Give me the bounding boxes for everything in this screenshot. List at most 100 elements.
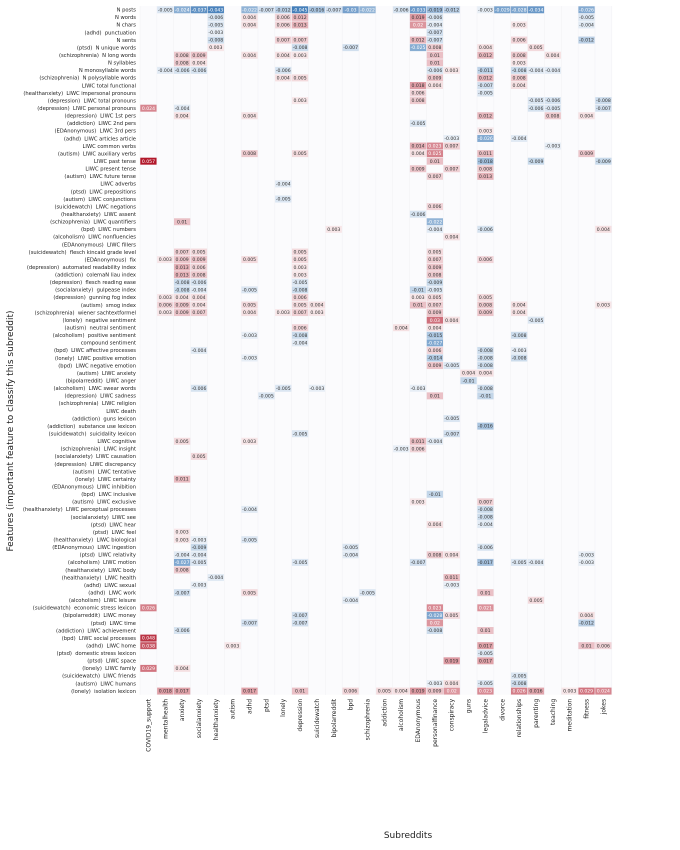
heatmap-cell	[544, 97, 561, 105]
heatmap-cell	[527, 97, 545, 105]
heatmap-cell	[409, 44, 427, 52]
heatmap-cell	[190, 51, 208, 59]
heatmap-cell	[477, 422, 494, 430]
heatmap-cell	[409, 150, 427, 158]
cell-value-label: 0.003	[411, 295, 424, 301]
cell-value-label: 0.004	[176, 295, 189, 301]
row-label: (bipolarreddit) LIWC money	[63, 613, 136, 619]
row-label: (depression) LIWC 1st pers	[65, 114, 137, 120]
column-label: ptsd	[263, 699, 270, 712]
column-label: COVID19_support	[145, 698, 152, 752]
cell-value-label: 0.017	[176, 689, 189, 695]
cell-value-label: 0.02	[430, 621, 440, 627]
cell-value-label: -0.004	[343, 552, 358, 558]
heatmap-cell	[426, 687, 443, 695]
cell-value-label: 0.005	[243, 257, 256, 263]
cell-value-label: 0.009	[176, 257, 189, 263]
row-label: (autism) LIWC future tense	[64, 174, 136, 180]
column-label: guns	[466, 699, 473, 714]
heatmap-cell	[443, 142, 460, 150]
heatmap-cell	[258, 6, 275, 14]
heatmap-cell	[174, 51, 191, 59]
cell-value-label: -0.004	[545, 68, 560, 74]
heatmap-cell	[527, 687, 545, 695]
column-label: relationships	[516, 699, 523, 737]
heatmap-cell	[578, 6, 595, 14]
cell-value-label: -0.004	[427, 227, 442, 233]
row-label: (adhd) LIWC sexual	[84, 583, 136, 589]
cell-value-label: -0.008	[478, 348, 493, 354]
cell-value-label: 0.01	[480, 590, 490, 596]
heatmap-cell	[291, 51, 309, 59]
cell-value-label: 0.017	[479, 658, 492, 664]
heatmap-cell	[477, 74, 494, 82]
cell-value-label: 0.003	[327, 227, 340, 233]
heatmap-cell	[426, 13, 443, 21]
row-label: (schizophrenia) N long words	[59, 53, 136, 59]
heatmap-cell	[527, 104, 545, 112]
heatmap-cell	[477, 256, 494, 264]
heatmap-cell	[174, 528, 191, 536]
row-label: (ptsd) LIWC space	[87, 659, 136, 665]
cell-value-label: -0.009	[596, 159, 611, 165]
heatmap-cell	[578, 619, 595, 627]
cell-value-label: -0.005	[276, 386, 291, 392]
cell-value-label: 0.012	[411, 38, 424, 44]
heatmap-cell	[426, 82, 443, 89]
heatmap-cell	[511, 66, 528, 74]
heatmap-cell	[291, 21, 309, 29]
heatmap-cell	[426, 157, 443, 165]
cell-value-label: 0.009	[479, 310, 492, 316]
cell-value-label: -0.005	[444, 416, 459, 422]
heatmap-cell	[443, 430, 460, 438]
heatmap-cell	[409, 558, 427, 566]
heatmap-cell	[544, 66, 561, 74]
cell-value-label: -0.004	[192, 552, 207, 558]
heatmap-cell	[578, 36, 595, 44]
heatmap-cell	[140, 157, 157, 165]
cell-value-label: -0.01	[463, 378, 475, 384]
cell-value-label: 0.009	[428, 310, 441, 316]
cell-value-label: -0.005	[242, 287, 257, 293]
cell-value-label: -0.006	[478, 227, 493, 233]
column-label: anxiety	[179, 698, 186, 721]
column-label: bipolarreddit	[331, 698, 338, 737]
heatmap-cell	[190, 6, 208, 14]
heatmap-cell	[291, 256, 309, 264]
cell-value-label: 0.009	[428, 76, 441, 82]
row-label: (addiction) LIWC achievement	[56, 628, 136, 634]
cell-value-label: -0.019	[427, 7, 442, 13]
heatmap-cell	[190, 301, 208, 309]
heatmap-cell	[426, 21, 443, 29]
cell-value-label: -0.017	[478, 560, 493, 566]
cell-value-label: -0.005	[478, 651, 493, 657]
heatmap-cell	[426, 521, 443, 529]
cell-value-label: -0.007	[427, 38, 442, 44]
heatmap-cell	[275, 180, 292, 188]
row-label: (ptsd) LIWC hear	[91, 522, 137, 528]
cell-value-label: 0.004	[243, 23, 256, 29]
cell-value-label: 0.019	[411, 689, 424, 695]
heatmap-cell	[595, 642, 612, 650]
cell-value-label: -0.022	[242, 7, 257, 13]
heatmap-cell	[359, 6, 376, 14]
heatmap-cell	[511, 301, 528, 309]
heatmap-cell	[477, 589, 494, 597]
cell-value-label: -0.008	[478, 363, 493, 369]
heatmap-cell	[241, 589, 258, 597]
heatmap-cell	[426, 286, 443, 294]
cell-value-label: -0.033	[411, 7, 426, 13]
cell-value-label: 0.011	[479, 151, 492, 157]
row-label: LIWC total functional	[82, 83, 136, 89]
cell-value-label: -0.007	[343, 45, 358, 51]
cell-value-label: 0.01	[430, 159, 440, 165]
row-label: (addiction) guns lexicon	[72, 416, 136, 422]
cell-value-label: -0.006	[427, 68, 442, 74]
heatmap-cell	[544, 51, 561, 59]
cell-value-label: -0.004	[192, 348, 207, 354]
row-label: LIWC death	[106, 409, 136, 415]
heatmap-cell	[190, 581, 208, 589]
heatmap-cell	[409, 165, 427, 173]
cell-value-label: -0.005	[293, 560, 308, 566]
heatmap-cell	[241, 6, 258, 14]
